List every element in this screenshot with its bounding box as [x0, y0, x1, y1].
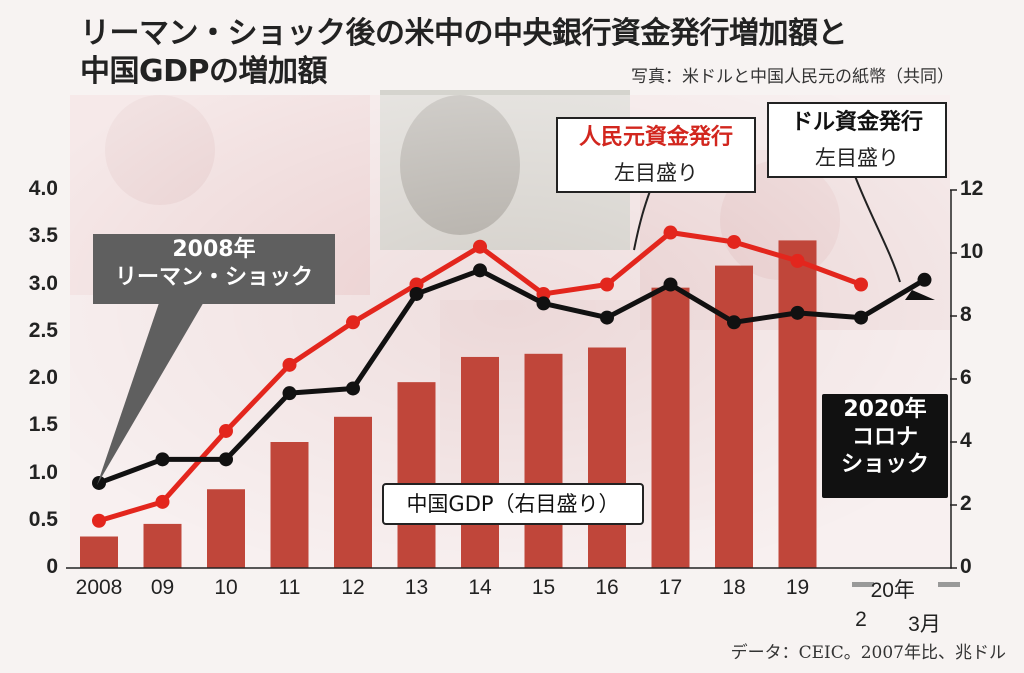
yuan-series-label: 人民元資金発行 — [556, 117, 756, 159]
gdp-bar — [143, 523, 182, 568]
lehman-callout-text: リーマン・ショック — [114, 264, 313, 290]
dollar-issuance-point — [282, 386, 297, 401]
y-left-tick-label: 3.5 — [28, 224, 58, 248]
corona-callout-pointer — [905, 290, 935, 300]
corona-callout-line3: ショック — [840, 452, 929, 477]
dollar-issuance-line — [98, 267, 926, 486]
yuan-issuance-point — [282, 357, 297, 372]
y-right-tick-label: 0 — [960, 555, 972, 578]
gdp-bar — [334, 416, 372, 568]
y-left-tick-label: 1.0 — [28, 460, 58, 484]
lehman-shock-callout: 2008年 リーマン・ショック — [93, 234, 335, 304]
lehman-callout-year: 2008年 — [172, 237, 256, 262]
gdp-bar — [588, 347, 626, 568]
x-tick-label: 16 — [595, 576, 619, 599]
yuan-issuance-point — [854, 277, 868, 292]
gdp-bar — [397, 382, 436, 568]
y-left-tick-label: 0 — [46, 555, 58, 578]
dollar-issuance-point — [600, 310, 614, 325]
dollar-issuance-point — [663, 277, 678, 292]
dollar-issuance-point — [473, 263, 487, 278]
y-left-tick-label: 4.0 — [28, 177, 58, 200]
axes — [66, 175, 960, 587]
x-group-label: 20年 — [870, 579, 915, 602]
x-group-bracket-right — [938, 582, 960, 587]
photo-credit: 写真：米ドルと中国人民元の紙幣（共同） — [631, 67, 954, 87]
x-tick-label: 14 — [468, 576, 492, 599]
y-right-tick-label: 12 — [960, 177, 984, 200]
yuan-axis-note: 左目盛り — [556, 155, 756, 193]
money-issuance-lines — [92, 225, 932, 528]
x-tick-label: 18 — [722, 576, 746, 599]
y-left-tick-label: 3.0 — [28, 271, 58, 295]
yuan-issuance-point — [473, 239, 487, 254]
dollar-label-leader — [854, 175, 901, 283]
yuan-issuance-point — [727, 234, 741, 249]
y-left-tick-label: 2.0 — [28, 366, 58, 389]
y-left-tick-label: 0.5 — [28, 507, 58, 531]
gdp-bars — [80, 240, 817, 568]
chart-title-line2: 中国GDPの増加額 — [80, 54, 328, 89]
x-tick-label: 12 — [341, 576, 365, 599]
dollar-issuance-point — [536, 296, 551, 311]
source-note: データ：CEIC。2007年比、兆ドル — [730, 643, 1006, 663]
x-tick-label: 2 — [855, 608, 867, 631]
yuan-label-leader — [633, 190, 651, 251]
gdp-bar — [524, 353, 563, 568]
x-tick-label: 3月 — [908, 613, 941, 636]
yuan-issuance-point — [346, 315, 360, 330]
dollar-issuance-point — [727, 315, 741, 330]
chart-title-line1: リーマン・ショック後の米中の中央銀行資金発行増加額と — [80, 16, 848, 51]
dollar-issuance-point — [409, 286, 424, 301]
dollar-issuance-point — [917, 272, 932, 287]
dollar-issuance-point — [854, 310, 868, 325]
x-tick-label: 19 — [785, 576, 810, 599]
yuan-issuance-point — [155, 494, 170, 509]
corona-callout-year: 2020年 — [843, 397, 927, 422]
gdp-bar — [651, 287, 690, 568]
x-tick-label: 10 — [214, 576, 238, 599]
x-tick-label: 09 — [150, 576, 175, 599]
corona-shock-callout: 2020年 コロナ ショック — [822, 394, 948, 498]
x-tick-label: 17 — [658, 576, 683, 599]
gdp-bar — [778, 240, 817, 568]
yuan-issuance-point — [790, 253, 805, 268]
x-group-bracket-left — [852, 582, 874, 587]
y-right-tick-label: 4 — [960, 429, 972, 452]
gdp-bar — [207, 489, 245, 568]
gdp-bar — [461, 356, 499, 568]
x-tick-label: 13 — [404, 576, 429, 599]
y-right-tick-label: 6 — [960, 366, 972, 389]
gdp-bar — [80, 536, 118, 568]
corona-callout-line2: コロナ — [851, 424, 918, 450]
x-tick-label: 11 — [278, 576, 301, 599]
dollar-issuance-point — [790, 305, 805, 320]
y-right-tick-label: 2 — [960, 492, 972, 515]
lehman-callout-pointer — [97, 300, 205, 485]
x-tick-label: 2008 — [75, 576, 123, 599]
yuan-issuance-point — [663, 225, 678, 240]
dollar-axis-note: 左目盛り — [767, 140, 947, 178]
y-left-tick-label: 2.5 — [28, 318, 58, 342]
x-tick-label: 15 — [531, 576, 556, 599]
yuan-issuance-point — [92, 513, 106, 528]
y-right-tick-label: 10 — [960, 240, 984, 263]
dollar-issuance-point — [346, 381, 360, 396]
gdp-bar — [715, 265, 753, 568]
gdp-series-label: 中国GDP（右目盛り） — [382, 483, 644, 525]
gdp-bar — [270, 442, 309, 568]
yuan-issuance-point — [219, 423, 233, 438]
dollar-issuance-point — [92, 475, 106, 490]
yuan-issuance-point — [600, 277, 614, 292]
y-left-tick-label: 1.5 — [28, 413, 58, 437]
dollar-issuance-point — [155, 452, 170, 467]
y-right-tick-label: 8 — [960, 303, 972, 326]
dollar-issuance-point — [219, 452, 233, 467]
dollar-series-label: ドル資金発行 — [767, 102, 947, 144]
